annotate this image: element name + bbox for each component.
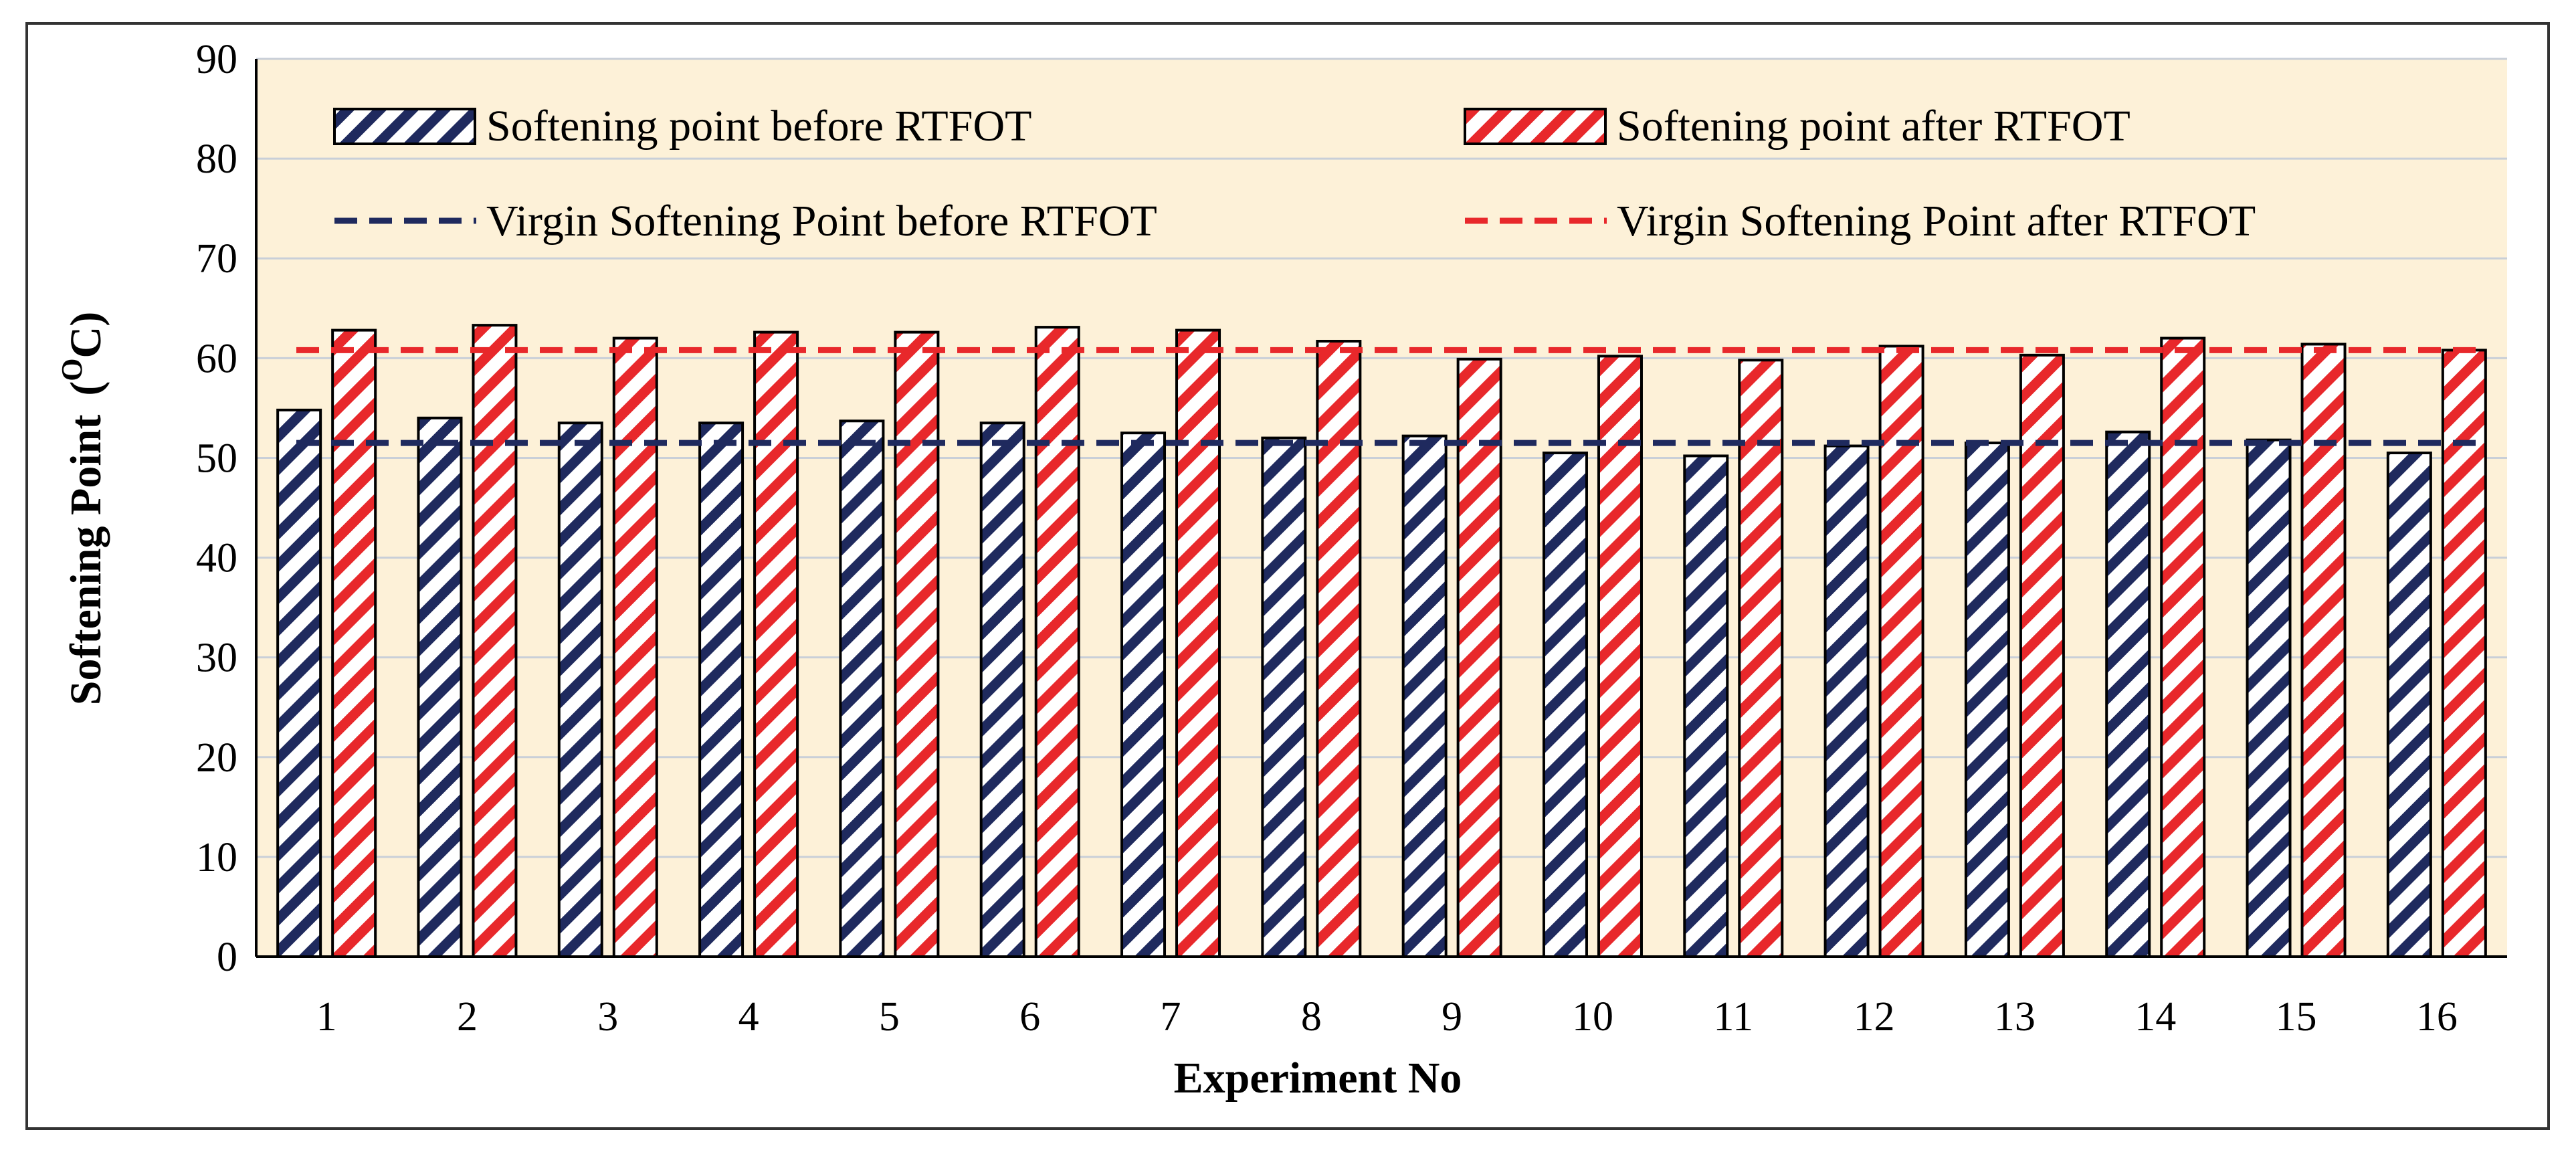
y-tick-label: 20	[196, 735, 237, 781]
bar-before-6	[979, 421, 1025, 958]
x-tick-label: 15	[2276, 994, 2317, 1040]
bar-after-11	[1738, 359, 1784, 958]
x-tick-label: 8	[1301, 994, 1322, 1040]
y-tick-label: 30	[196, 636, 237, 681]
legend-label-before: Softening point before RTFOT	[486, 102, 1031, 151]
bar-after-12	[1878, 345, 1924, 958]
bar-before-1	[276, 408, 322, 958]
y-tick-label: 60	[196, 336, 237, 381]
bar-before-2	[417, 416, 463, 958]
x-tick-label: 9	[1442, 994, 1462, 1040]
bar-before-12	[1823, 444, 1870, 958]
legend-swatch-after	[1464, 108, 1607, 145]
legend: Softening point before RTFOT Softening p…	[333, 102, 2256, 246]
y-axis-title: Softening Point (OC)	[56, 312, 110, 705]
bar-before-11	[1683, 454, 1729, 958]
bar-after-4	[753, 330, 799, 958]
x-tick-label: 13	[1994, 994, 2036, 1040]
y-tick-label: 40	[196, 536, 237, 581]
bar-before-8	[1261, 436, 1307, 958]
legend-swatch-before	[333, 108, 476, 145]
legend-label-virgin-after: Virgin Softening Point after RTFOT	[1617, 197, 2256, 246]
x-tick-label: 12	[1854, 994, 1895, 1040]
x-tick-label: 14	[2135, 994, 2176, 1040]
bar-before-14	[2105, 430, 2151, 958]
legend-label-virgin-before: Virgin Softening Point before RTFOT	[486, 197, 1157, 246]
x-axis-title: Experiment No	[1174, 1054, 1462, 1103]
y-axis-title-unit-close: C)	[62, 312, 110, 359]
x-tick-label: 6	[1019, 994, 1040, 1040]
y-tick-labels: 0 10 20 30 40 50 60 70 80 90	[196, 37, 237, 980]
bar-after-14	[2160, 337, 2206, 958]
y-axis-title-unit-open: (	[62, 381, 110, 396]
bar-before-16	[2386, 451, 2432, 958]
x-tick-label: 1	[316, 994, 337, 1040]
bar-before-10	[1542, 451, 1588, 958]
x-tick-label: 4	[738, 994, 759, 1040]
bar-before-7	[1120, 432, 1167, 958]
bar-after-15	[2300, 343, 2347, 958]
x-tick-label: 10	[1572, 994, 1613, 1040]
bar-before-3	[557, 421, 603, 958]
reference-lines	[296, 347, 2487, 446]
y-tick-label: 0	[217, 935, 237, 980]
bar-before-9	[1401, 434, 1448, 958]
y-tick-label: 70	[196, 236, 237, 282]
y-tick-label: 80	[196, 136, 237, 182]
bar-after-7	[1175, 328, 1221, 958]
bar-after-2	[472, 324, 518, 959]
y-axis-title-text: Softening Point	[62, 415, 110, 706]
y-tick-label: 10	[196, 835, 237, 880]
bar-after-3	[612, 337, 658, 958]
x-tick-label: 3	[597, 994, 618, 1040]
bar-before-13	[1964, 442, 2010, 958]
bar-after-5	[894, 330, 940, 958]
bar-after-13	[2019, 353, 2065, 958]
x-tick-label: 5	[879, 994, 900, 1040]
x-tick-label: 16	[2416, 994, 2458, 1040]
bar-after-10	[1597, 355, 1643, 958]
bar-after-9	[1456, 357, 1502, 958]
bar-before-15	[2246, 438, 2292, 958]
x-tick-labels: 1 2 3 4 5 6 7 8 9 10 11 12 13 14 15 16	[316, 994, 2458, 1040]
bar-before-5	[839, 419, 885, 958]
x-tick-label: 2	[457, 994, 478, 1040]
legend-label-after: Softening point after RTFOT	[1617, 102, 2131, 151]
y-tick-label: 90	[196, 37, 237, 82]
bar-after-6	[1034, 326, 1080, 958]
x-tick-label: 7	[1161, 994, 1181, 1040]
y-tick-label: 50	[196, 436, 237, 481]
bar-after-1	[331, 328, 377, 958]
x-tick-label: 11	[1713, 994, 1753, 1040]
y-axis-title-unit-sup: O	[56, 358, 88, 381]
bar-after-8	[1316, 339, 1362, 958]
bar-before-4	[698, 421, 745, 958]
